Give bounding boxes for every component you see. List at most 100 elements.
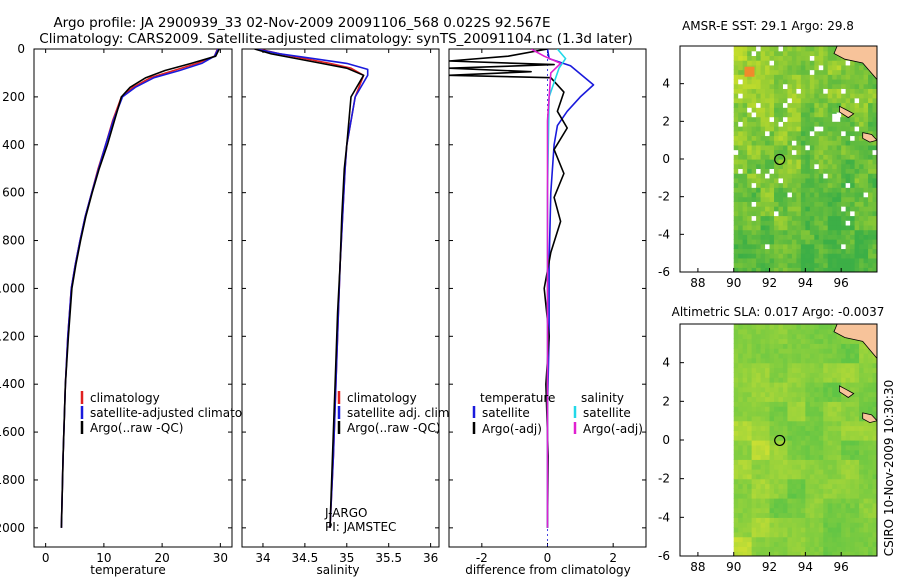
sla-map-cell — [854, 454, 860, 460]
sst-map-cell — [800, 224, 806, 231]
sst-map-cell — [818, 196, 824, 202]
sst-map-cell — [738, 107, 744, 113]
sst-map-cell — [836, 102, 842, 108]
sst-map-cell — [809, 111, 815, 118]
sst-map-cell — [827, 126, 833, 132]
sla-map-cell — [782, 449, 789, 456]
sla-map-cell — [791, 498, 798, 504]
sst-map-cell — [809, 220, 815, 226]
sla-map-cell — [850, 464, 856, 470]
temperature-axes-frame — [33, 48, 233, 548]
sla-map-cell — [742, 338, 748, 344]
sst-map-cell — [787, 93, 793, 99]
sla-map-cell — [850, 498, 856, 504]
sst-map-cell — [769, 253, 775, 259]
sla-map-cell — [809, 386, 815, 393]
sst-map-cell — [872, 262, 877, 268]
sla-map-cell — [809, 444, 815, 451]
sst-map-cell — [850, 154, 856, 160]
sla-map-cell — [756, 546, 762, 552]
sla-map-cell — [872, 546, 877, 552]
sla-map-cell — [769, 522, 775, 528]
sla-map-cell — [760, 348, 766, 354]
sla-map-cell — [868, 435, 874, 441]
sst-map-cell — [827, 248, 833, 254]
sst-map-cell — [774, 248, 780, 254]
sla-map-cell — [818, 473, 824, 480]
sst-map-cell — [733, 173, 739, 179]
sst-map-cell — [733, 201, 739, 207]
sst-map-cell — [751, 116, 757, 122]
sla-map-cell — [751, 488, 757, 494]
sla-map-cell — [751, 517, 757, 523]
sla-map-cell — [796, 478, 802, 485]
sst-map-cell — [805, 69, 811, 75]
sla-map-cell — [796, 382, 802, 388]
sst-map-cell — [756, 159, 762, 165]
sla-map-cell — [800, 362, 806, 369]
sla-map-cell — [850, 367, 856, 373]
sla-map-cell — [841, 348, 847, 354]
sla-map-cell — [827, 353, 833, 359]
sla-map-cell — [832, 459, 838, 465]
sla-map-cell — [800, 338, 806, 344]
sla-map-cell — [809, 382, 815, 388]
sla-map-cell — [765, 372, 771, 378]
sst-map-cell — [765, 46, 771, 52]
sla-map-cell — [823, 435, 829, 441]
sla-map-cell — [872, 493, 877, 499]
sst-map-cell — [814, 215, 820, 221]
sst-map-cell — [742, 224, 748, 231]
sst-map-cell — [778, 140, 784, 146]
sla-map-cell — [845, 449, 851, 456]
sst-map-cell — [863, 191, 869, 198]
sst-map-cell — [765, 215, 771, 221]
sst-map-cell — [796, 121, 802, 127]
sst-map-cell — [827, 121, 833, 127]
sst-map-cell — [836, 144, 842, 151]
sla-map-lon-label: 90 — [726, 560, 741, 574]
sla-map-cell — [733, 386, 739, 393]
sla-map-cell — [832, 348, 838, 354]
sla-map-cell — [778, 517, 784, 523]
sla-map-cell — [742, 324, 748, 330]
sst-map-cell — [791, 191, 798, 198]
sst-map-cell — [733, 154, 739, 160]
difference-legend-label: satellite — [482, 406, 530, 420]
sla-map-cell — [778, 401, 784, 407]
sla-map-cell — [778, 377, 784, 383]
sla-map-cell — [756, 415, 762, 422]
sst-map-cell — [782, 46, 789, 52]
sst-map-cell — [738, 74, 744, 80]
sst-map-cell — [854, 140, 860, 146]
sla-map-lat-label: 2 — [662, 394, 670, 408]
sst-map-cell — [809, 215, 815, 221]
sla-map-cell — [787, 469, 793, 475]
sst-map-cell — [836, 140, 842, 146]
sst-map-cell — [800, 234, 806, 240]
sla-map-cell — [809, 454, 815, 460]
sla-map-cell — [823, 401, 829, 407]
sla-map-cell — [733, 396, 739, 402]
sst-map-cell — [872, 253, 877, 259]
sla-map-cell — [800, 473, 806, 480]
sst-map-cell — [814, 206, 820, 212]
sla-map-cell — [756, 386, 762, 393]
sla-map-cell — [868, 469, 874, 475]
sla-map-cell — [859, 415, 865, 422]
sst-map-cell — [738, 220, 744, 226]
sst-map-cell — [868, 253, 874, 259]
sla-map-cell — [769, 488, 775, 494]
difference-series-4-line — [530, 49, 562, 528]
sst-map-cell — [760, 97, 766, 104]
sst-map-cell — [774, 50, 780, 57]
sst-map-cell — [863, 159, 869, 165]
sla-map-cell — [791, 483, 798, 489]
sla-map-cell — [841, 512, 847, 518]
sla-map-cell — [787, 531, 793, 538]
sla-map-cell — [818, 328, 824, 335]
sla-map-cell — [742, 357, 748, 364]
sst-map-cell — [782, 210, 789, 217]
sst-map-cell — [827, 224, 833, 231]
sla-map-cell — [863, 386, 869, 393]
